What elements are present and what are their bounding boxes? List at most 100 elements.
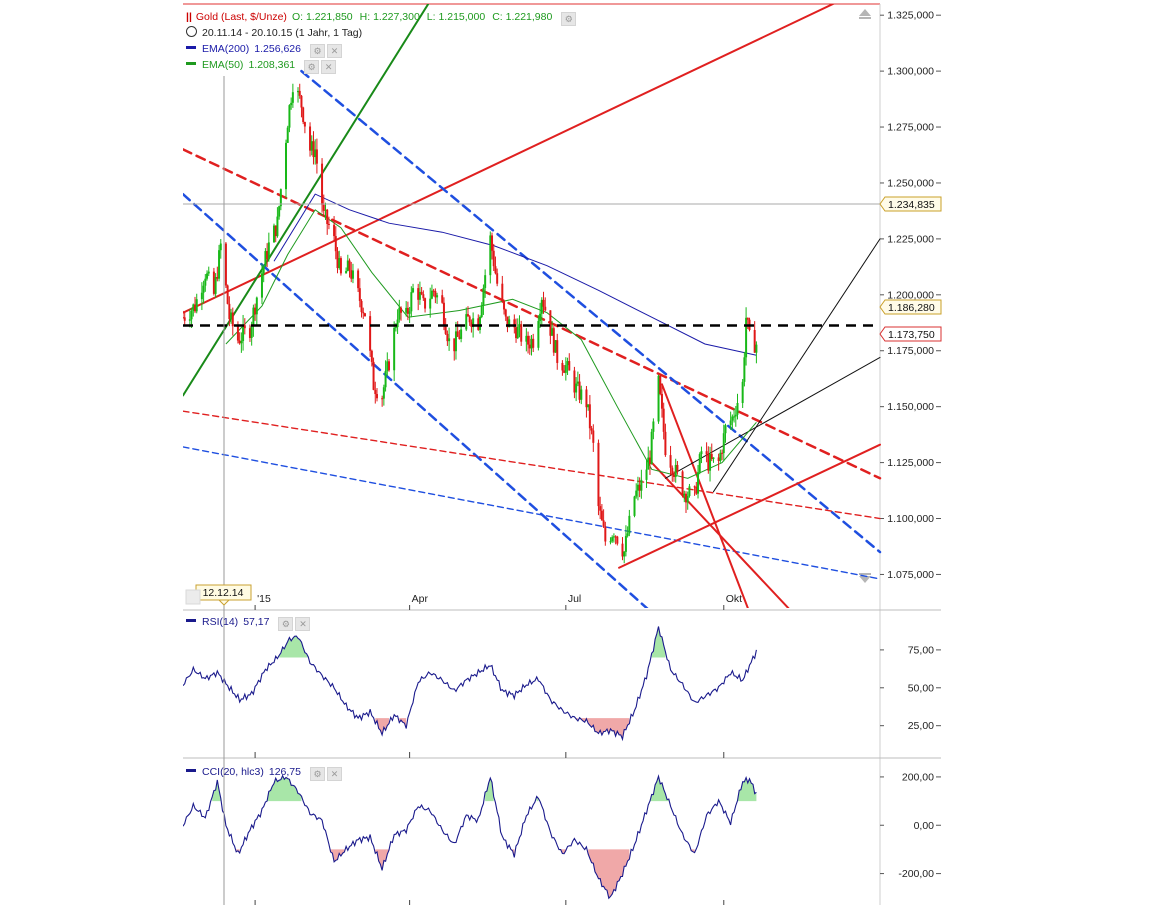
candle-body (417, 288, 420, 300)
cci-line (183, 774, 757, 900)
candle-body (424, 298, 427, 309)
candle-body (214, 277, 217, 294)
candle-body (436, 295, 439, 298)
gold-legend: || Gold (Last, $/Unze) O: 1.221,850 H: 1.22… (186, 10, 577, 26)
trendline (300, 69, 882, 554)
cci-overbought-fill (485, 778, 494, 802)
candle-body (587, 404, 590, 408)
price-tick-label: 1.100,000 (887, 513, 934, 525)
cci-oversold-fill (588, 849, 630, 899)
candle-body (192, 304, 195, 311)
candle-body (685, 493, 688, 503)
candle-body (592, 430, 595, 443)
candle-body (722, 433, 725, 454)
candle-body (448, 338, 451, 342)
scroll-up-arrow-icon[interactable] (857, 8, 873, 21)
gear-icon[interactable]: ⚙ (304, 60, 320, 74)
ema50-value: 1.208,361 (248, 59, 296, 71)
candle-body (614, 536, 617, 538)
close-icon[interactable]: ✕ (326, 767, 342, 781)
candle-body (710, 453, 713, 460)
candle-body (731, 416, 734, 421)
candle-body (709, 453, 712, 471)
candle-body (369, 316, 372, 351)
candle-body (314, 149, 317, 158)
candle-body (695, 486, 698, 494)
gear-icon[interactable]: ⚙ (278, 617, 294, 631)
gold-label: Gold (Last, $/Unze) (195, 11, 287, 23)
candle-body (267, 242, 270, 260)
close-icon[interactable]: ✕ (295, 617, 311, 631)
cci-oversold-fill (510, 849, 515, 858)
candle-body (312, 141, 315, 158)
candle-body (636, 484, 639, 491)
candle-body (442, 302, 445, 326)
cci-label: CCI(20, hlc3) (202, 766, 264, 778)
candle-body (669, 455, 672, 468)
candle-body (686, 496, 689, 503)
candle-body (278, 206, 281, 217)
candle-body (484, 275, 487, 288)
trendline (183, 192, 649, 608)
close-icon[interactable]: ✕ (326, 44, 342, 58)
candle-body (262, 266, 265, 274)
candle-body (652, 421, 655, 432)
candle-body (530, 338, 533, 349)
candle-body (204, 278, 207, 286)
rsi-swatch (186, 619, 196, 622)
price-tick-label: 1.075,000 (887, 569, 934, 581)
main-price-axis: 1.325,000 1.300,000 1.275,000 1.250,000 1.22… (880, 10, 941, 581)
cci-swatch (186, 769, 196, 772)
candle-body (310, 141, 313, 151)
close-icon[interactable]: ✕ (321, 60, 337, 74)
candle-body (638, 484, 641, 491)
price-tick-label: 1.175,000 (887, 345, 934, 357)
cci-overbought-fill (649, 776, 669, 802)
cci-oversold-fill (330, 849, 345, 862)
candle-body (357, 270, 360, 289)
candle-body (513, 319, 516, 328)
gear-icon[interactable]: ⚙ (309, 767, 325, 781)
price-tick-label: 1.300,000 (887, 66, 934, 78)
candle-body (576, 381, 579, 384)
candle-body (370, 350, 373, 362)
candle-body (537, 320, 540, 348)
candle-body (429, 298, 432, 309)
black-line-price-label: 1.186,280 (888, 302, 935, 314)
candle-body (590, 428, 593, 431)
candle-body (218, 250, 221, 279)
candle-body (753, 329, 756, 353)
trendline (183, 148, 882, 480)
last-price-marker: 1.234,835 (879, 196, 942, 212)
candle-body (298, 90, 301, 96)
candle-body (705, 451, 708, 455)
gear-icon[interactable]: ⚙ (309, 44, 325, 58)
candle-body (195, 299, 198, 312)
candle-body (755, 344, 758, 353)
candle-body (549, 310, 552, 336)
candle-body (504, 309, 507, 317)
gear-icon[interactable]: ⚙ (561, 12, 577, 26)
candle-body (334, 236, 337, 252)
candle-body (501, 283, 504, 301)
candle-body (626, 533, 629, 536)
candle-body (393, 327, 396, 371)
candle-body (681, 471, 684, 496)
trendline (183, 446, 881, 580)
candle-body (309, 126, 312, 151)
candle-body (664, 431, 667, 456)
rsi-overbought-fill (651, 626, 666, 658)
candle-body (231, 312, 234, 327)
candle-body (382, 387, 385, 399)
time-tick-label: Apr (412, 593, 429, 605)
candle-body (302, 107, 305, 123)
candle-body (540, 299, 543, 314)
crosshair-date-badge: 12.12.14 (195, 584, 252, 606)
candle-body (290, 102, 293, 106)
scroll-down-arrow-icon[interactable] (857, 571, 873, 584)
candle-body (472, 318, 475, 328)
price-tick-label: 1.325,000 (887, 10, 934, 22)
candle-body (420, 291, 423, 295)
candle-body (588, 404, 591, 429)
